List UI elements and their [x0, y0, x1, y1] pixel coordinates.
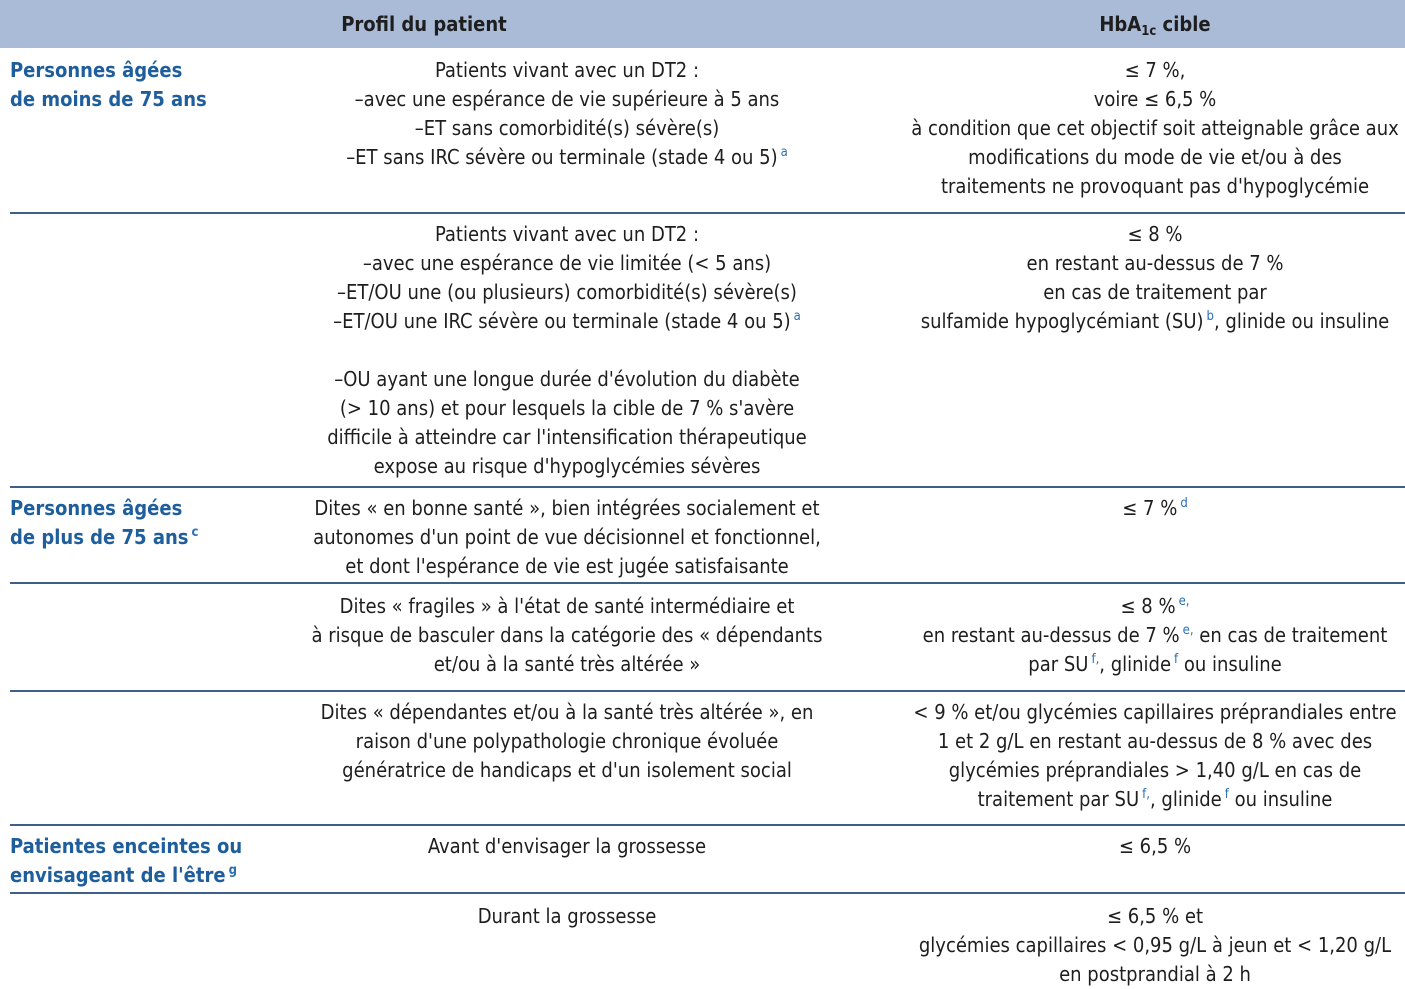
footnote-marker: e, — [1182, 623, 1194, 639]
footnote-marker: a — [793, 309, 801, 325]
profile-cell: Dites « dépendantes et/ou à la santé trè… — [320, 700, 814, 782]
profile-cell: Dites « en bonne santé », bien intégrées… — [313, 496, 821, 578]
footnote-marker: a — [780, 145, 788, 161]
profile-cell: Patients vivant avec un DT2 : –avec une … — [327, 222, 807, 478]
profile-cell: Avant d'envisager la grossesse — [427, 834, 707, 858]
target-cell: ≤ 8 % en restant au-dessus de 7 % en cas… — [920, 222, 1390, 333]
footnote-marker: c — [191, 525, 199, 541]
footnote-marker: f, — [1091, 652, 1100, 668]
category-cell: Personnes âgées de moins de 75 ans — [10, 58, 207, 111]
target-cell: ≤ 7 % d — [1122, 496, 1188, 520]
row-divider — [10, 486, 1405, 488]
target-cell: < 9 % et/ou glycémies capillaires prépra… — [913, 700, 1397, 811]
footnote-marker: f, — [1142, 787, 1150, 803]
header-profile: Profil du patient — [341, 12, 507, 36]
target-cell: ≤ 6,5 % et glycémies capillaires < 0,95 … — [918, 904, 1392, 986]
footnote-marker: g — [228, 863, 237, 879]
footnote-marker: d — [1180, 496, 1188, 512]
footnote-marker: b — [1206, 309, 1214, 325]
row-divider — [10, 690, 1405, 692]
footnote-marker: f — [1224, 787, 1229, 803]
target-cell: ≤ 8 % e, en restant au-dessus de 7 % e, en… — [922, 594, 1388, 676]
row-divider — [10, 212, 1405, 214]
profile-cell: Patients vivant avec un DT2 : –avec une … — [346, 58, 788, 169]
profile-cell: Durant la grossesse — [477, 904, 657, 928]
profile-cell: Dites « fragiles » à l'état de santé int… — [311, 594, 823, 676]
category-cell: Personnes âgées de plus de 75 ans c — [10, 496, 199, 549]
row-divider — [10, 824, 1405, 826]
table-header: Profil du patient HbA1c cible — [0, 0, 1405, 48]
footnote-marker: e, — [1178, 594, 1190, 610]
row-divider — [10, 892, 1405, 894]
target-cell: ≤ 7 %, voire ≤ 6,5 % à condition que cet… — [911, 58, 1399, 198]
row-divider — [10, 582, 1405, 584]
target-cell: ≤ 6,5 % — [1118, 834, 1192, 858]
footnote-marker: f — [1174, 652, 1179, 668]
header-target: HbA1c cible — [1099, 12, 1211, 39]
category-cell: Patientes enceintes ou envisageant de l'… — [10, 834, 243, 887]
